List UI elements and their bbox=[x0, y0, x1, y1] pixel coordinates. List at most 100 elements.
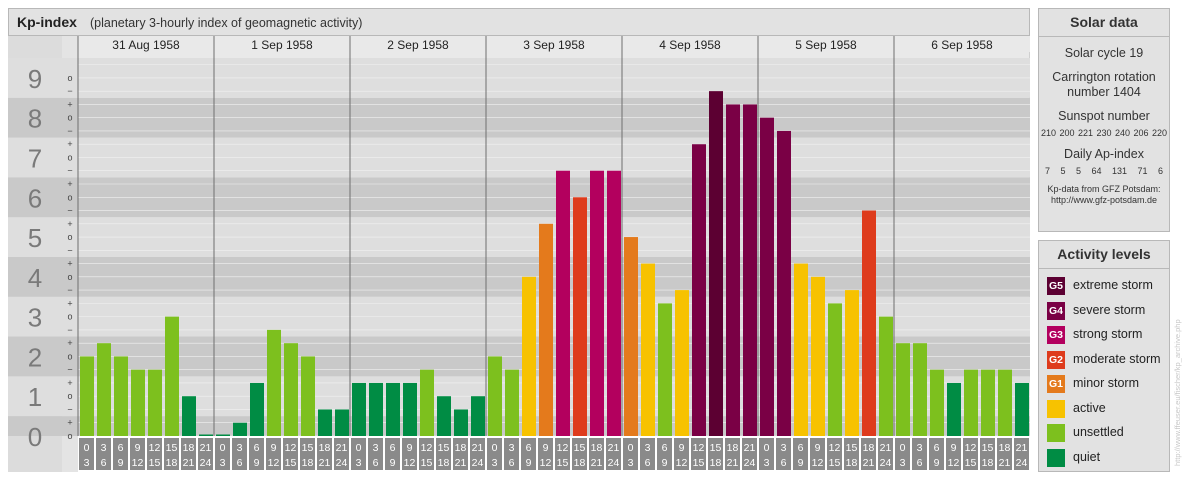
x-interval-cell bbox=[249, 438, 264, 470]
legend-label: moderate storm bbox=[1073, 351, 1161, 366]
x-tick-end: 12 bbox=[540, 457, 552, 469]
credit-url[interactable]: http://www.gfz-potsdam.de bbox=[1050, 195, 1158, 205]
credit-line-1: Kp-data from GFZ Potsdam: bbox=[1047, 184, 1161, 194]
x-interval-cell bbox=[385, 438, 400, 470]
x-tick-end: 3 bbox=[628, 457, 634, 469]
minor-tick-mark: + bbox=[67, 259, 72, 269]
x-tick-start: 12 bbox=[149, 442, 161, 454]
x-tick-start: 3 bbox=[645, 442, 651, 454]
kp-bar bbox=[658, 303, 672, 436]
x-interval-cell bbox=[640, 438, 655, 470]
x-tick-end: 21 bbox=[183, 457, 195, 469]
x-tick-start: 6 bbox=[254, 442, 260, 454]
kp-bar bbox=[913, 343, 927, 436]
x-interval-cell bbox=[317, 438, 332, 470]
x-tick-end: 9 bbox=[798, 457, 804, 469]
minor-tick-mark: + bbox=[67, 418, 72, 428]
activity-levels-legend: Activity levels G5 extreme storm G4 severe … bbox=[1038, 240, 1170, 472]
x-tick-end: 15 bbox=[557, 457, 569, 469]
x-tick-start: 9 bbox=[679, 442, 685, 454]
legend-item-moderate-storm: G2 moderate storm bbox=[1039, 347, 1169, 372]
kp-bar bbox=[709, 91, 723, 437]
kp-bar bbox=[930, 369, 944, 436]
x-tick-start: 3 bbox=[781, 442, 787, 454]
x-tick-end: 15 bbox=[149, 457, 161, 469]
x-tick-start: 15 bbox=[302, 442, 314, 454]
x-interval-cell bbox=[232, 438, 247, 470]
x-interval-cell bbox=[980, 438, 995, 470]
x-tick-start: 15 bbox=[438, 442, 450, 454]
x-tick-start: 3 bbox=[917, 442, 923, 454]
x-tick-end: 9 bbox=[118, 457, 124, 469]
x-interval-cell bbox=[181, 438, 196, 470]
x-tick-start: 18 bbox=[591, 442, 603, 454]
x-tick-start: 12 bbox=[285, 442, 297, 454]
x-interval-cell bbox=[419, 438, 434, 470]
x-tick-end: 3 bbox=[492, 457, 498, 469]
x-tick-end: 18 bbox=[982, 457, 994, 469]
x-interval-cell bbox=[215, 438, 230, 470]
kp-bar bbox=[590, 170, 604, 436]
x-interval-cell bbox=[79, 438, 94, 470]
x-interval-cell bbox=[130, 438, 145, 470]
day-label: 4 Sep 1958 bbox=[659, 38, 721, 52]
kp-bar bbox=[335, 409, 349, 436]
legend-list: G5 extreme storm G4 severe storm G3 strong st… bbox=[1039, 269, 1169, 469]
x-tick-start: 21 bbox=[200, 442, 212, 454]
x-tick-start: 21 bbox=[880, 442, 892, 454]
watermark-text: http://www.ffeuser.eu/fischer/kp_archive… bbox=[1173, 319, 1182, 466]
kp-bar bbox=[794, 263, 808, 436]
sunspot-label: Sunspot number bbox=[1058, 109, 1150, 123]
x-tick-start: 0 bbox=[764, 442, 770, 454]
x-interval-cell bbox=[929, 438, 944, 470]
minor-tick-mark: − bbox=[67, 325, 72, 335]
day-label: 2 Sep 1958 bbox=[387, 38, 449, 52]
x-tick-end: 9 bbox=[390, 457, 396, 469]
minor-tick-mark: + bbox=[67, 378, 72, 388]
x-tick-end: 18 bbox=[438, 457, 450, 469]
minor-tick-mark: o bbox=[67, 113, 72, 123]
minor-tick-mark: + bbox=[67, 298, 72, 308]
x-tick-start: 0 bbox=[84, 442, 90, 454]
minor-tick-mark: − bbox=[67, 365, 72, 375]
archive-url-watermark: http://www.ffeuser.eu/fischer/kp_archive… bbox=[1173, 319, 1182, 466]
x-interval-cell bbox=[657, 438, 672, 470]
x-tick-start: 15 bbox=[574, 442, 586, 454]
x-tick-start: 18 bbox=[999, 442, 1011, 454]
kp-bar bbox=[777, 130, 791, 436]
x-tick-end: 15 bbox=[965, 457, 977, 469]
x-tick-end: 21 bbox=[727, 457, 739, 469]
chart-header: Kp-index (planetary 3-hourly index of ge… bbox=[8, 8, 1030, 36]
kp-bar bbox=[148, 369, 162, 436]
x-interval-cell bbox=[878, 438, 893, 470]
ap-label: Daily Ap-index bbox=[1064, 147, 1144, 161]
x-tick-start: 21 bbox=[336, 442, 348, 454]
data-credit: Kp-data from GFZ Potsdam: http://www.gfz… bbox=[1039, 184, 1169, 206]
chart-subtitle: (planetary 3-hourly index of geomagnetic… bbox=[90, 16, 363, 30]
y-tick-label: 6 bbox=[28, 183, 42, 213]
x-tick-start: 6 bbox=[798, 442, 804, 454]
minor-tick-mark: o bbox=[67, 192, 72, 202]
legend-label: strong storm bbox=[1073, 327, 1143, 341]
x-interval-cell bbox=[623, 438, 638, 470]
solar-data-title: Solar data bbox=[1039, 9, 1169, 37]
x-tick-start: 21 bbox=[472, 442, 484, 454]
legend-label: minor storm bbox=[1073, 376, 1139, 390]
minor-tick-mark: o bbox=[67, 73, 72, 83]
x-interval-cell bbox=[351, 438, 366, 470]
x-tick-start: 9 bbox=[271, 442, 277, 454]
y-tick-label: 3 bbox=[28, 303, 42, 333]
x-tick-start: 12 bbox=[557, 442, 569, 454]
x-tick-start: 6 bbox=[662, 442, 668, 454]
x-tick-start: 15 bbox=[846, 442, 858, 454]
legend-label: unsettled bbox=[1073, 425, 1124, 439]
x-interval-cell bbox=[504, 438, 519, 470]
x-tick-end: 3 bbox=[84, 457, 90, 469]
x-tick-end: 24 bbox=[200, 457, 212, 469]
x-interval-cell bbox=[793, 438, 808, 470]
x-tick-start: 12 bbox=[421, 442, 433, 454]
minor-tick-mark: o bbox=[67, 272, 72, 282]
x-tick-start: 21 bbox=[608, 442, 620, 454]
legend-swatch: G5 bbox=[1047, 277, 1065, 295]
sunspot-values: 210 200 221 230 240 206 220 bbox=[1040, 128, 1168, 138]
